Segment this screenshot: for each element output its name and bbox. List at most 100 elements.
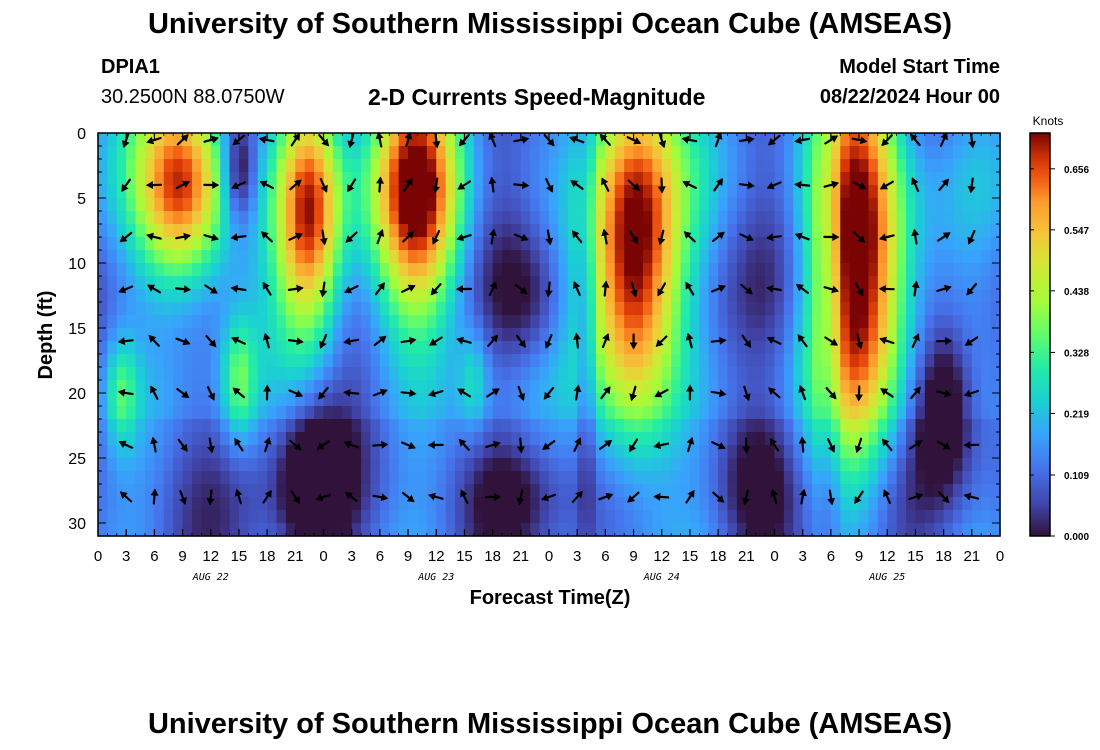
- current-arrow: [710, 336, 727, 345]
- heatmap-cell: [849, 354, 860, 368]
- heatmap-cell: [971, 354, 982, 368]
- heatmap-cell: [210, 471, 221, 485]
- current-arrow: [823, 233, 840, 241]
- heatmap-cell: [736, 367, 747, 381]
- heatmap-cell: [736, 497, 747, 511]
- heatmap-cell: [962, 445, 973, 459]
- heatmap-cell: [783, 276, 794, 290]
- heatmap-cell: [642, 458, 653, 472]
- heatmap-cell: [652, 484, 663, 498]
- heatmap-cell: [351, 276, 362, 290]
- heatmap-cell: [492, 484, 503, 498]
- heatmap-cell: [633, 354, 644, 368]
- heatmap-cell: [220, 419, 231, 433]
- heatmap-cell: [379, 237, 390, 251]
- heatmap-cell: [586, 133, 597, 147]
- heatmap-cell: [642, 419, 653, 433]
- current-arrow: [854, 490, 864, 504]
- heatmap-cell: [746, 380, 757, 394]
- heatmap-cell: [285, 172, 296, 186]
- heatmap-cell: [295, 419, 306, 433]
- heatmap-cell: [398, 133, 409, 147]
- heatmap-cell: [332, 380, 343, 394]
- heatmap-cell: [201, 159, 212, 173]
- heatmap-cell: [859, 432, 870, 446]
- heatmap-cell: [473, 159, 484, 173]
- heatmap-cell: [577, 289, 588, 303]
- heatmap-cell: [107, 341, 118, 355]
- heatmap-cell: [238, 276, 249, 290]
- heatmap-cell: [201, 315, 212, 329]
- heatmap-cell: [483, 198, 494, 212]
- heatmap-cell: [304, 341, 315, 355]
- heatmap-cell: [605, 419, 616, 433]
- heatmap-cell: [351, 510, 362, 524]
- heatmap-cell: [774, 198, 785, 212]
- heatmap-cell: [633, 224, 644, 238]
- heatmap-cell: [558, 237, 569, 251]
- heatmap-cell: [567, 211, 578, 225]
- heatmap-cell: [971, 224, 982, 238]
- heatmap-cell: [98, 198, 108, 212]
- heatmap-cell: [445, 146, 456, 160]
- heatmap-cell: [793, 302, 804, 316]
- heatmap-cell: [361, 276, 372, 290]
- heatmap-cell: [614, 133, 625, 147]
- heatmap-cell: [680, 419, 691, 433]
- heatmap-cell: [144, 380, 155, 394]
- heatmap-cell: [473, 471, 484, 485]
- heatmap-cell: [793, 367, 804, 381]
- heatmap-cell: [107, 198, 118, 212]
- heatmap-cell: [924, 393, 935, 407]
- heatmap-cell: [586, 263, 597, 277]
- heatmap-cell: [201, 497, 212, 511]
- heatmap-cell: [389, 289, 400, 303]
- heatmap-cell: [398, 471, 409, 485]
- heatmap-cell: [492, 354, 503, 368]
- heatmap-cell: [915, 224, 926, 238]
- heatmap-cell: [530, 315, 541, 329]
- heatmap-cell: [699, 380, 710, 394]
- heatmap-cell: [154, 224, 165, 238]
- heatmap-cell: [520, 159, 531, 173]
- current-arrow: [770, 488, 778, 505]
- heatmap-cell: [708, 250, 719, 264]
- heatmap-cell: [229, 159, 240, 173]
- heatmap-cell: [502, 289, 513, 303]
- heatmap-cell: [990, 302, 1001, 316]
- heatmap-cell: [971, 380, 982, 394]
- current-arrow: [685, 332, 694, 349]
- heatmap-cell: [868, 276, 879, 290]
- heatmap-cell: [276, 172, 287, 186]
- heatmap-cell: [746, 406, 757, 420]
- heatmap-cell: [520, 263, 531, 277]
- current-arrow: [629, 385, 637, 402]
- heatmap-cell: [577, 211, 588, 225]
- heatmap-cell: [746, 510, 757, 524]
- heatmap-cell: [323, 315, 334, 329]
- heatmap-cell: [473, 172, 484, 186]
- heatmap-cell: [182, 328, 193, 342]
- heatmap-cell: [661, 328, 672, 342]
- current-arrow: [545, 229, 554, 246]
- heatmap-cell: [323, 159, 334, 173]
- heatmap-cell: [727, 185, 738, 199]
- heatmap-cell: [285, 445, 296, 459]
- heatmap-cell: [962, 380, 973, 394]
- heatmap-cell: [934, 211, 945, 225]
- heatmap-cell: [492, 302, 503, 316]
- x-tick-label: 0: [545, 548, 553, 565]
- heatmap-cell: [765, 172, 776, 186]
- heatmap-cell: [586, 224, 597, 238]
- heatmap-cell: [887, 198, 898, 212]
- heatmap-cell: [971, 406, 982, 420]
- heatmap-cell: [962, 367, 973, 381]
- heatmap-cell: [389, 328, 400, 342]
- heatmap-cell: [229, 341, 240, 355]
- heatmap-cell: [379, 328, 390, 342]
- current-arrow: [455, 285, 472, 293]
- heatmap-cell: [549, 159, 559, 173]
- heatmap-cell: [774, 159, 785, 173]
- current-arrow: [571, 230, 583, 244]
- heatmap-cell: [793, 159, 804, 173]
